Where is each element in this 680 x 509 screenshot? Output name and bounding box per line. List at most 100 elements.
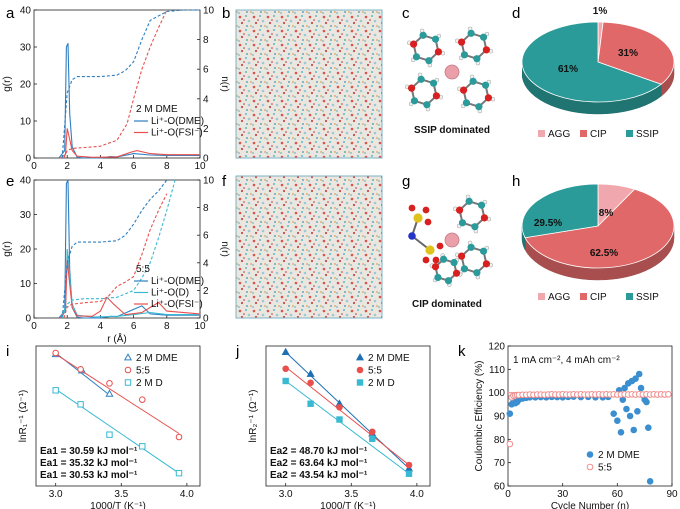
chart-coulombic-efficiency: 0 30 60 90 60 70 80 90 100 110 120 Cycle Number (n)…	[474, 342, 678, 509]
y2-tick-label: 6	[203, 65, 209, 76]
data-point	[52, 387, 59, 394]
atom-c	[467, 243, 475, 251]
legend-title: 5:5	[136, 264, 150, 275]
data-point	[586, 451, 594, 458]
caption-ssip: SSIP dominated	[414, 125, 490, 136]
legend-label: CIP	[590, 129, 607, 140]
legend-swatch	[580, 130, 587, 137]
data-point	[175, 433, 183, 441]
x-tick-label: 4.0	[180, 489, 194, 500]
data-point	[369, 435, 376, 442]
y-tick-label: 90	[494, 412, 506, 423]
atom-c	[479, 247, 488, 255]
data-point	[138, 396, 146, 403]
molecule-ssip	[404, 26, 496, 114]
data-point	[307, 400, 314, 407]
panel-letter-g: g	[402, 173, 410, 190]
x-tick-label: 10	[194, 161, 206, 172]
x-tick-label: 0	[31, 321, 37, 332]
data-point	[665, 391, 672, 398]
y2-tick-label: 2	[203, 286, 209, 297]
data-point	[405, 461, 413, 469]
atom-c	[429, 79, 438, 87]
plot-frame	[265, 345, 431, 487]
y-tick-label: 100	[488, 388, 505, 399]
y2-tick-label: 0	[203, 154, 209, 165]
legend-label: 2 M DME	[136, 353, 178, 364]
atom-li	[444, 64, 460, 80]
activation-energy-label: Ea1 = 30.53 kJ mol⁻¹	[40, 470, 138, 481]
legend-label: AGG	[548, 292, 570, 303]
data-point	[355, 353, 365, 361]
activation-energy-label: Ea2 = 43.54 kJ mol⁻¹	[270, 470, 368, 481]
x-tick-label: 0	[31, 161, 37, 172]
legend-label: Li⁺-O(DME)	[151, 276, 204, 287]
atom-n	[408, 232, 416, 240]
y-axis-label: lnR₂⁻¹ (Ω⁻¹)	[248, 389, 259, 442]
y-axis-label: lnR₁⁻¹ (Ω⁻¹)	[18, 390, 29, 443]
data-point	[356, 366, 364, 374]
atom-c	[412, 53, 421, 61]
y-tick-label: 120	[488, 342, 505, 353]
legend-label: 5:5	[598, 463, 612, 474]
data-point	[175, 469, 183, 477]
y-tick-label: 110	[489, 365, 505, 376]
atom-c	[439, 255, 448, 263]
fit-line	[55, 353, 180, 434]
pie-value-label: 62.5%	[590, 248, 618, 259]
x-tick-label: 30	[557, 489, 569, 500]
panel-letter-d: d	[512, 5, 520, 22]
md-box-f	[235, 175, 383, 319]
atom-o	[432, 92, 441, 100]
y-axis-label: g(r)	[2, 76, 13, 92]
y2-tick-label: 10	[203, 176, 215, 187]
data-point	[637, 384, 645, 392]
x-tick-label: 90	[666, 489, 678, 500]
atom-c	[469, 77, 477, 85]
molecule-cip	[408, 194, 494, 287]
atom-s	[413, 213, 423, 223]
x-tick-label: 8	[164, 321, 170, 332]
activation-energy-label: Ea2 = 63.64 kJ mol⁻¹	[270, 458, 368, 469]
data-point	[506, 410, 514, 417]
pie-slice	[524, 188, 675, 269]
x-tick-label: 8	[164, 161, 170, 172]
y2-tick-label: 8	[203, 35, 209, 46]
fit-line	[55, 388, 180, 474]
atom-c	[460, 265, 469, 273]
panel-letter-e: e	[6, 173, 14, 190]
data-point	[614, 417, 621, 424]
y-axis-label: Coulombic Efficiency (%)	[474, 361, 485, 472]
atom-o	[408, 204, 416, 212]
atom-o	[436, 242, 444, 250]
atom-li	[444, 232, 460, 248]
atom-o	[422, 206, 430, 214]
x-axis-label: Cycle Number (n)	[551, 501, 629, 509]
legend-label: Li⁺-O(FSI⁻)	[151, 128, 203, 139]
y-tick-label: 20	[20, 245, 32, 256]
atom-o	[432, 256, 440, 264]
coordination-number-curve	[61, 179, 168, 319]
x-tick-label: 4.0	[410, 489, 424, 500]
atom-s	[425, 245, 435, 255]
atom-o	[457, 38, 466, 46]
fit-line	[285, 366, 410, 466]
atom-c	[462, 99, 471, 107]
data-point	[307, 379, 314, 387]
pie-value-label: 29.5%	[534, 218, 562, 229]
data-point	[368, 428, 376, 436]
data-point	[336, 403, 343, 411]
y-tick-label: 30	[20, 43, 32, 54]
pie-slice	[597, 21, 675, 85]
atom-c	[471, 223, 479, 231]
atom-c	[460, 51, 469, 59]
y2-tick-label: 0	[203, 314, 209, 325]
x-tick-label: 3.0	[49, 489, 63, 500]
rdf-curve	[60, 259, 201, 319]
atom-c	[417, 75, 425, 83]
data-point	[124, 379, 132, 386]
data-point	[634, 408, 641, 415]
atom-c	[477, 201, 486, 209]
legend-label: 5:5	[368, 366, 382, 377]
y-tick-label: 10	[20, 117, 32, 128]
